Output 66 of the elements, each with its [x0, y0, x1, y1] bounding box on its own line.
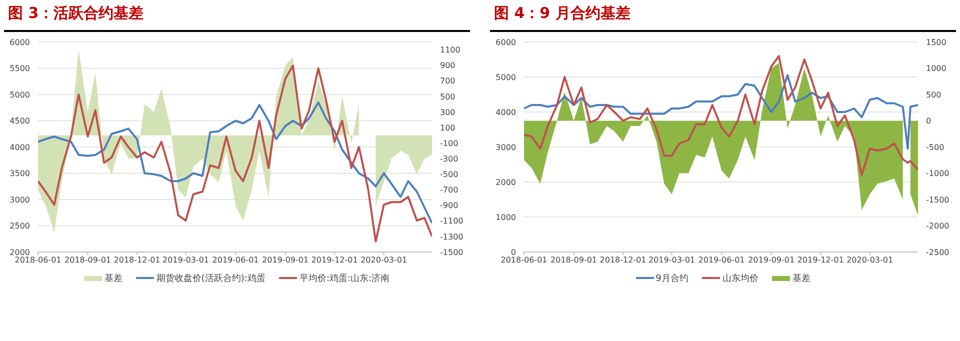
y2-tick-label: 1100	[440, 46, 460, 55]
x-tick-label: 2019-09-01	[262, 256, 309, 265]
y2-tick-label: 0	[926, 116, 932, 126]
legend-label: 期货收盘价(活跃合约):鸡蛋	[156, 272, 266, 284]
y2-tick-label: -2000	[926, 222, 950, 231]
x-tick-label: 2018-09-01	[64, 256, 112, 265]
y2-tick-label: -1500	[926, 195, 950, 204]
chart-title: 图 4：9 月合约基差	[490, 0, 956, 32]
x-tick-label: 2019-03-01	[648, 256, 695, 265]
y-tick-label: 1000	[496, 212, 516, 222]
x-tick-label: 2019-12-01	[311, 256, 358, 265]
y2-tick-label: -1000	[926, 169, 950, 178]
y-tick-label: 4500	[10, 116, 30, 126]
y2-tick-label: -900	[440, 201, 458, 210]
legend-label: 基差	[792, 272, 810, 284]
y2-tick-label: -1300	[440, 232, 464, 242]
y2-tick-label: -500	[926, 142, 944, 152]
y-tick-label: 2500	[10, 222, 30, 231]
x-tick-label: 2018-09-01	[550, 256, 598, 265]
y2-tick-label: -500	[440, 170, 458, 180]
y2-tick-label: -700	[440, 186, 458, 195]
y-tick-label: 6000	[496, 38, 516, 47]
y-tick-label: 2000	[10, 248, 30, 257]
legend-label: 山东均价	[722, 272, 758, 284]
x-tick-label: 2018-06-01	[500, 256, 548, 265]
y2-tick-label: 500	[926, 90, 942, 100]
legend-label: 基差	[104, 272, 122, 284]
x-tick-label: 2020-03-01	[846, 256, 894, 265]
x-tick-label: 2020-03-01	[360, 256, 408, 265]
x-tick-label: 2018-06-01	[14, 256, 62, 265]
y2-tick-label: 300	[440, 108, 456, 117]
x-tick-label: 2019-09-01	[748, 256, 795, 265]
y2-tick-label: 100	[440, 123, 456, 132]
line-series	[524, 55, 918, 176]
y-tick-label: 6000	[10, 38, 30, 47]
y-tick-label: 5000	[496, 72, 516, 82]
y2-tick-label: -100	[440, 138, 458, 148]
y-tick-label: 5500	[10, 64, 30, 74]
x-tick-label: 2018-12-01	[114, 256, 160, 265]
y2-tick-label: 1500	[926, 38, 946, 47]
y-tick-label: 0	[510, 248, 516, 257]
x-tick-label: 2019-12-01	[797, 256, 844, 265]
y-tick-label: 3500	[10, 169, 30, 178]
legend-label: 9月合约	[656, 272, 688, 284]
y-tick-label: 3000	[10, 195, 30, 204]
y2-tick-label: 500	[440, 92, 456, 102]
y2-tick-label: -1100	[440, 216, 464, 226]
y-tick-label: 3000	[496, 142, 516, 152]
x-tick-label: 2019-06-01	[698, 256, 745, 265]
y2-tick-label: -2500	[926, 248, 950, 257]
y2-tick-label: -1500	[440, 248, 464, 257]
y2-tick-label: 1000	[926, 64, 946, 74]
line-series	[524, 74, 918, 150]
y-tick-label: 5000	[10, 90, 30, 100]
x-tick-label: 2018-12-01	[600, 256, 646, 265]
line-series	[38, 101, 432, 224]
y-tick-label: 4000	[10, 142, 30, 152]
y-tick-label: 2000	[496, 178, 516, 187]
x-tick-label: 2019-06-01	[212, 256, 259, 265]
y2-tick-label: 900	[440, 61, 456, 70]
y2-tick-label: 700	[440, 76, 456, 86]
chart-title: 图 3：活跃合约基差	[4, 0, 470, 32]
y2-tick-label: -300	[440, 154, 458, 164]
legend-label: 平均价:鸡蛋:山东:济南	[299, 272, 390, 284]
y-tick-label: 4000	[496, 108, 516, 117]
x-tick-label: 2019-03-01	[162, 256, 209, 265]
